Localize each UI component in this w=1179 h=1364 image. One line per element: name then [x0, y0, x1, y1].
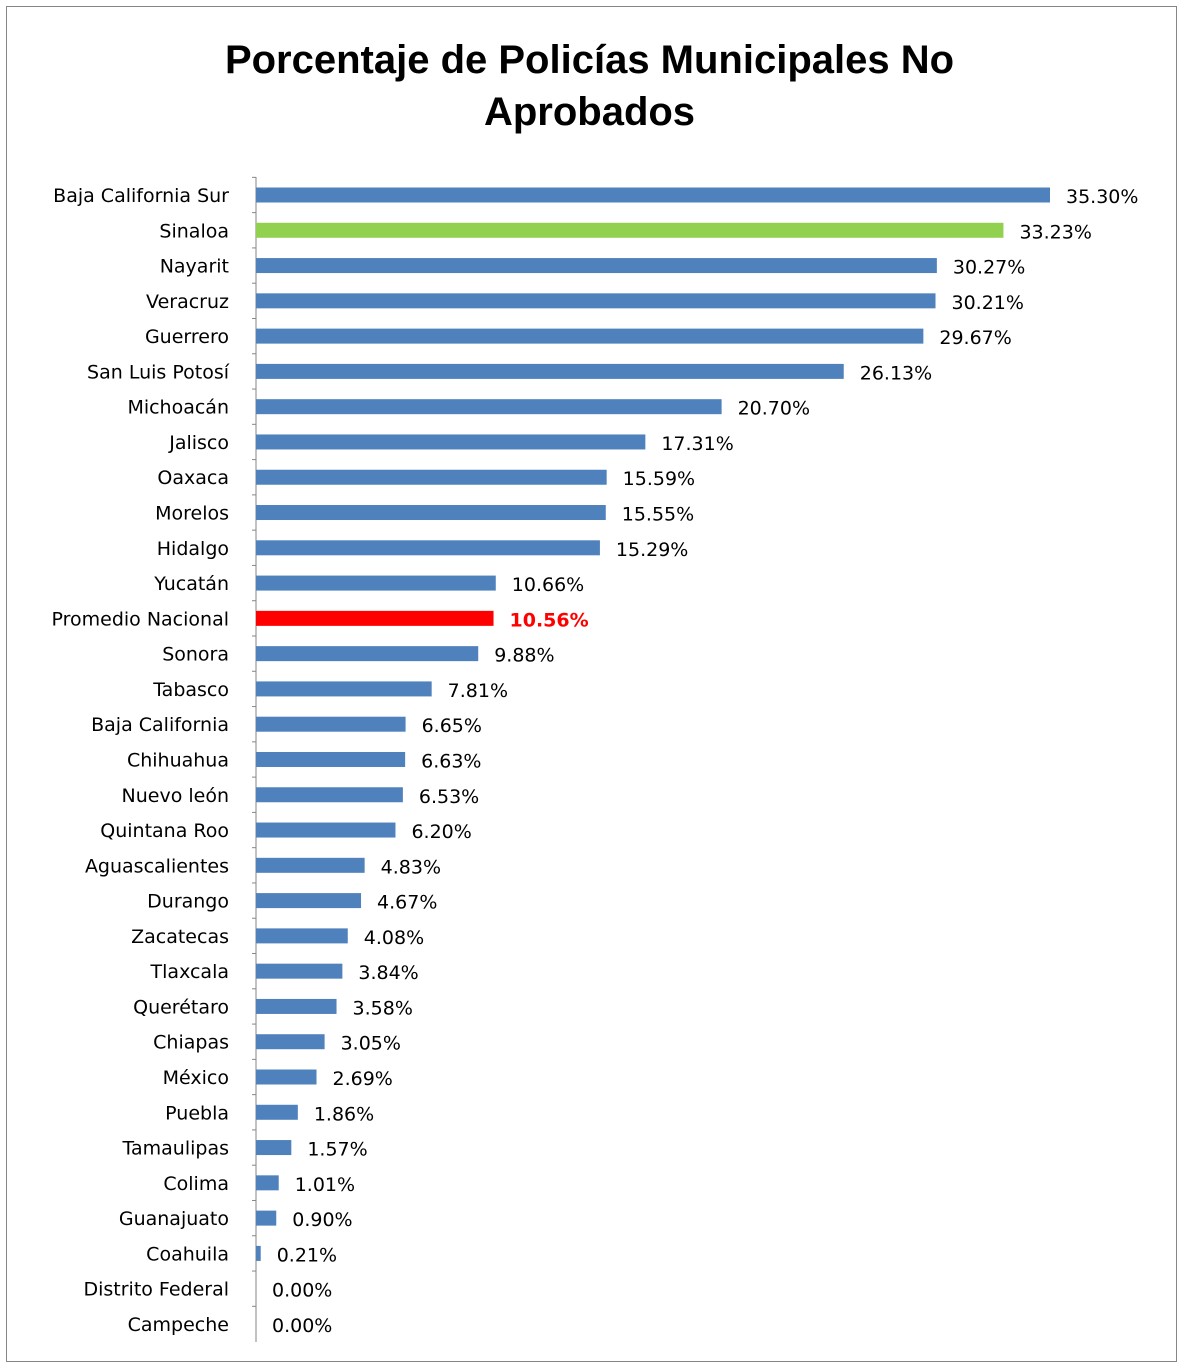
data-label: 10.66%	[512, 574, 584, 596]
category-label: Campeche	[128, 1314, 229, 1336]
category-label: Jalisco	[168, 432, 229, 454]
category-label: Baja California	[91, 714, 229, 736]
bar	[256, 1175, 279, 1191]
category-label: Tamaulipas	[122, 1138, 229, 1160]
data-label: 4.67%	[377, 892, 437, 914]
data-label: 4.08%	[364, 927, 424, 949]
bar	[256, 1140, 292, 1156]
bar	[256, 646, 479, 662]
data-label: 4.83%	[381, 856, 441, 878]
bar	[256, 505, 606, 521]
data-label: 10.56%	[510, 609, 589, 631]
data-label: 6.20%	[411, 821, 471, 843]
data-label: 26.13%	[860, 362, 932, 384]
data-label: 0.90%	[292, 1209, 352, 1231]
data-label: 15.29%	[616, 539, 688, 561]
category-label: Chiapas	[153, 1032, 229, 1054]
bar	[256, 222, 1004, 238]
category-label: Colima	[163, 1173, 229, 1195]
category-label: Quintana Roo	[100, 820, 229, 842]
data-label: 30.21%	[952, 292, 1024, 314]
bar	[256, 822, 396, 838]
category-label: Promedio Nacional	[51, 608, 229, 630]
data-label: 3.58%	[353, 997, 413, 1019]
category-label: Morelos	[155, 503, 229, 525]
category-label: Veracruz	[146, 291, 229, 313]
data-label: 2.69%	[333, 1068, 393, 1090]
data-label: 0.00%	[272, 1315, 332, 1337]
data-label: 20.70%	[738, 398, 810, 420]
bar	[256, 1034, 325, 1050]
data-label: 15.59%	[623, 468, 695, 490]
category-label: Baja California Sur	[53, 185, 229, 207]
bar	[256, 963, 343, 979]
bar	[256, 681, 432, 697]
data-label: 7.81%	[448, 680, 508, 702]
bar	[256, 363, 844, 379]
data-label: 17.31%	[661, 433, 733, 455]
bar	[256, 328, 924, 344]
category-label: Nuevo león	[122, 785, 230, 807]
bar	[256, 928, 348, 944]
data-label: 30.27%	[953, 257, 1025, 279]
category-label: Puebla	[165, 1102, 229, 1124]
category-label: Hidalgo	[157, 538, 229, 560]
bar	[256, 751, 406, 767]
category-label: Sinaloa	[159, 220, 229, 242]
category-label: Tlaxcala	[150, 961, 229, 983]
category-label: Zacatecas	[131, 926, 229, 948]
data-label: 0.21%	[277, 1244, 337, 1266]
category-label: Tabasco	[152, 679, 229, 701]
category-label: Durango	[147, 891, 229, 913]
category-label: México	[163, 1067, 229, 1089]
category-label: Oaxaca	[157, 467, 229, 489]
category-label: San Luis Potosí	[87, 361, 230, 383]
data-label: 6.53%	[419, 786, 479, 808]
bar	[256, 893, 362, 909]
chart-title: Porcentaje de Policías Municipales No Ap…	[224, 38, 955, 134]
data-label: 0.00%	[272, 1280, 332, 1302]
category-label: Michoacán	[127, 397, 229, 419]
bar	[256, 610, 494, 626]
data-label: 1.01%	[295, 1174, 355, 1196]
data-label: 1.57%	[307, 1139, 367, 1161]
bar	[256, 998, 337, 1014]
category-label: Yucatán	[153, 573, 229, 595]
category-label: Chihuahua	[127, 749, 229, 771]
data-label: 1.86%	[314, 1103, 374, 1125]
bar	[256, 434, 646, 450]
category-label: Distrito Federal	[83, 1279, 229, 1301]
category-label: Sonora	[162, 644, 229, 666]
category-label: Coahuila	[146, 1243, 229, 1265]
bar	[256, 575, 496, 591]
category-label: Nayarit	[160, 256, 229, 278]
category-label: Guanajuato	[119, 1208, 229, 1230]
bar	[256, 540, 600, 556]
bar	[256, 1104, 298, 1120]
category-label: Aguascalientes	[85, 855, 229, 877]
category-label: Guerrero	[145, 326, 229, 348]
bar	[256, 187, 1050, 203]
bar	[256, 787, 403, 803]
bar	[256, 1210, 277, 1226]
data-label: 6.63%	[421, 750, 481, 772]
bar	[256, 857, 365, 873]
bar	[256, 293, 936, 309]
data-label: 3.84%	[358, 962, 418, 984]
data-label: 29.67%	[939, 327, 1011, 349]
bar	[256, 716, 406, 732]
data-label: 15.55%	[622, 504, 694, 526]
data-label: 35.30%	[1066, 186, 1138, 208]
bar	[256, 1245, 261, 1261]
data-label: 9.88%	[494, 645, 554, 667]
bar	[256, 399, 722, 415]
bar	[256, 469, 607, 485]
bar	[256, 258, 937, 274]
data-label: 33.23%	[1019, 221, 1091, 243]
category-label: Querétaro	[133, 996, 229, 1018]
data-label: 3.05%	[341, 1033, 401, 1055]
data-label: 6.65%	[422, 715, 482, 737]
bar	[256, 1069, 317, 1085]
